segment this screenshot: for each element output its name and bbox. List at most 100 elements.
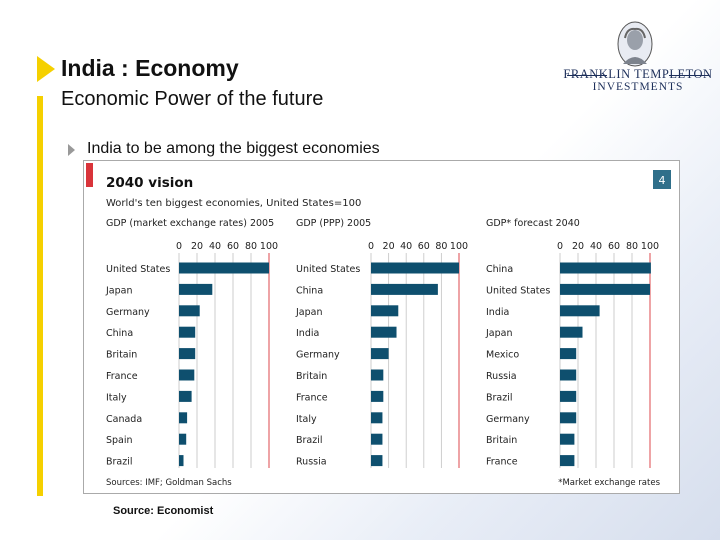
panel-2-bar: [371, 305, 399, 317]
panel-1-tick-label: 100: [260, 241, 278, 252]
chart-badge-label: 4: [659, 174, 666, 187]
panel-1-category-label: Canada: [106, 414, 142, 425]
portrait-icon: [617, 21, 653, 67]
chart-sources: Sources: IMF; Goldman Sachs: [106, 478, 232, 488]
logo-rule-right: [669, 75, 709, 76]
gdp-chart: 2040 vision World's ten biggest economies…: [86, 163, 671, 488]
panel-2-category-label: China: [296, 285, 323, 296]
panel-2-bar: [371, 348, 389, 360]
panel-2-category-label: United States: [296, 264, 360, 275]
franklin-templeton-logo: FRANKLIN TEMPLETON INVESTMENTS: [563, 18, 713, 98]
panel-2-bar: [371, 369, 384, 381]
source-note: Source: Economist: [113, 505, 214, 517]
panel-2-bar: [371, 326, 397, 338]
panel-3-bar: [560, 283, 650, 295]
panel-3-bar: [560, 369, 577, 381]
panel-1-label: GDP (market exchange rates) 2005: [106, 218, 274, 229]
panel-1-bar: [179, 262, 269, 274]
panel-1-tick-label: 80: [245, 241, 257, 252]
panel-3-tick-label: 80: [626, 241, 638, 252]
panel-1-bar: [179, 305, 200, 317]
panel-2-category-label: Russia: [296, 457, 327, 468]
panel-3-tick-label: 20: [572, 241, 584, 252]
panel-3-tick-label: 40: [590, 241, 602, 252]
chart-title: 2040 vision: [106, 175, 193, 191]
panel-2-category-label: Britain: [296, 371, 327, 382]
panel-3-category-label: China: [486, 264, 513, 275]
panel-3-bar: [560, 348, 577, 360]
panel-2-bar: [371, 455, 383, 467]
panel-1-bar: [179, 390, 192, 402]
panel-3-category-label: Britain: [486, 435, 517, 446]
panel-2-bar: [371, 412, 383, 424]
title-arrow-icon: [37, 56, 55, 82]
panel-3-category-label: United States: [486, 285, 550, 296]
panel-2-tick-label: 40: [400, 241, 412, 252]
panel-3-category-label: Brazil: [486, 392, 513, 403]
panel-3-bar: [560, 326, 583, 338]
panel-2-category-label: India: [296, 328, 319, 339]
panel-2-tick-label: 20: [383, 241, 395, 252]
panel-3-bar: [560, 433, 575, 445]
panel-2-tick-label: 100: [450, 241, 468, 252]
panel-1-tick-label: 40: [209, 241, 221, 252]
panel-3-category-label: Germany: [486, 414, 530, 425]
panel-3-label: GDP* forecast 2040: [486, 218, 580, 229]
bullet-text: India to be among the biggest economies: [87, 140, 380, 157]
panel-2-bar: [371, 390, 384, 402]
panel-2-tick-label: 80: [435, 241, 447, 252]
accent-bar: [37, 96, 43, 496]
panel-2-category-label: Germany: [296, 350, 340, 361]
panel-1-bar: [179, 348, 196, 360]
panel-1-tick-label: 20: [191, 241, 203, 252]
bullet-arrow-icon: [68, 144, 75, 156]
logo-rule-left: [567, 75, 607, 76]
panel-2-category-label: Japan: [295, 307, 323, 318]
panel-1-bar: [179, 369, 195, 381]
panel-3-category-label: France: [486, 457, 518, 468]
panel-3-category-label: Japan: [485, 328, 513, 339]
chart-subtitle: World's ten biggest economies, United St…: [106, 198, 361, 209]
panel-2-tick-label: 0: [368, 241, 374, 252]
panel-1-category-label: Germany: [106, 307, 150, 318]
logo-text-line1: FRANKLIN TEMPLETON: [563, 67, 713, 81]
chart-badge: [653, 170, 671, 189]
panel-1-category-label: France: [106, 371, 138, 382]
logo-text-line2: INVESTMENTS: [592, 81, 684, 93]
panel-2-category-label: Brazil: [296, 435, 323, 446]
panel-2-category-label: Italy: [296, 414, 317, 425]
panel-3-bar: [560, 390, 577, 402]
panel-1-bar: [179, 412, 188, 424]
panel-3-bar: [560, 262, 651, 274]
panel-3-bar: [560, 305, 600, 317]
panel-3-tick-label: 60: [608, 241, 620, 252]
panel-1-bar: [179, 283, 213, 295]
title-red-marker: [86, 163, 93, 187]
panel-3-bar: [560, 412, 577, 424]
panel-1-tick-label: 60: [227, 241, 239, 252]
panel-1-tick-label: 0: [176, 241, 182, 252]
panel-2-bar: [371, 283, 438, 295]
chart-frame: 2040 vision World's ten biggest economies…: [83, 160, 680, 494]
panel-1-category-label: United States: [106, 264, 170, 275]
panel-3-bar: [560, 455, 575, 467]
panel-2-tick-label: 60: [418, 241, 430, 252]
panel-3-category-label: India: [486, 307, 509, 318]
panel-3-tick-label: 0: [557, 241, 563, 252]
panel-1-category-label: Britain: [106, 350, 137, 361]
panel-1-category-label: Brazil: [106, 457, 133, 468]
panel-2-category-label: France: [296, 392, 328, 403]
panel-2-bar: [371, 433, 383, 445]
slide-title: India : Economy: [61, 55, 239, 81]
panel-2-bar: [371, 262, 459, 274]
panel-3-category-label: Russia: [486, 371, 517, 382]
panel-1-bar: [179, 433, 187, 445]
chart-footnote: *Market exchange rates: [558, 478, 660, 488]
panel-1-category-label: Spain: [106, 435, 133, 446]
panel-1-category-label: Italy: [106, 392, 127, 403]
panel-1-bar: [179, 455, 184, 467]
panel-3-tick-label: 100: [641, 241, 659, 252]
panel-1-category-label: Japan: [105, 285, 133, 296]
panel-1-bar: [179, 326, 196, 338]
panel-2-label: GDP (PPP) 2005: [296, 218, 371, 229]
